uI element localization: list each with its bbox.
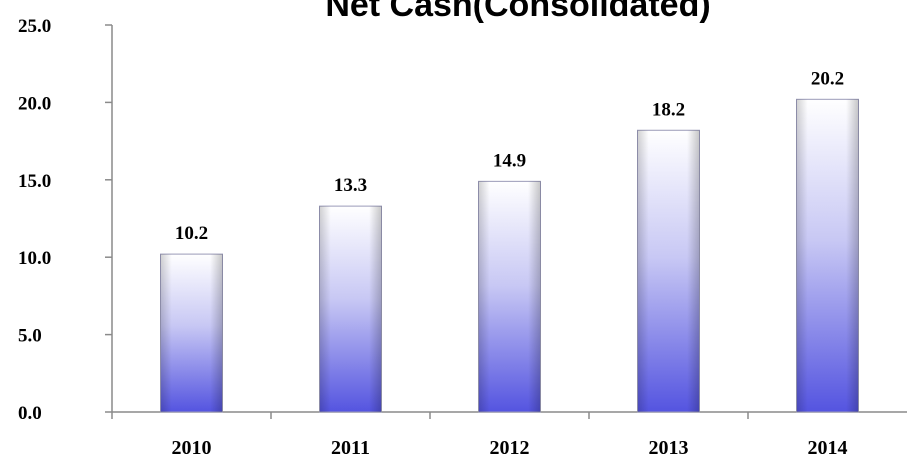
y-tick-label: 20.0 [18,93,51,114]
y-tick-label: 0.0 [18,403,42,424]
bars [160,98,859,413]
data-label: 20.2 [811,68,844,89]
x-tick-label: 2011 [331,437,370,459]
bar-shading [796,99,859,412]
bar-shading [478,181,541,412]
data-label: 13.3 [334,175,367,196]
y-tick-label: 5.0 [18,326,42,347]
bar-shading [319,206,382,412]
x-tick-label: 2012 [490,437,530,459]
y-tick-label: 15.0 [18,171,51,192]
y-tick-label: 10.0 [18,248,51,269]
x-tick-label: 2014 [808,437,848,459]
data-labels: 10.2 2010 13.3 2011 14.9 2012 18.2 2013 20.2 2014 [172,68,848,459]
chart-title: Net Cash(Consolidated) [325,0,710,24]
bar-shading [637,130,700,412]
y-tick-label: 25.0 [18,16,51,37]
axes: 0.0 5.0 10.0 15.0 20.0 25.0 [18,16,907,424]
data-label: 10.2 [175,223,208,244]
data-label: 14.9 [493,150,526,171]
bar-shading [160,254,223,412]
x-tick-label: 2013 [649,437,689,459]
x-tick-label: 2010 [172,437,212,459]
data-label: 18.2 [652,99,685,120]
